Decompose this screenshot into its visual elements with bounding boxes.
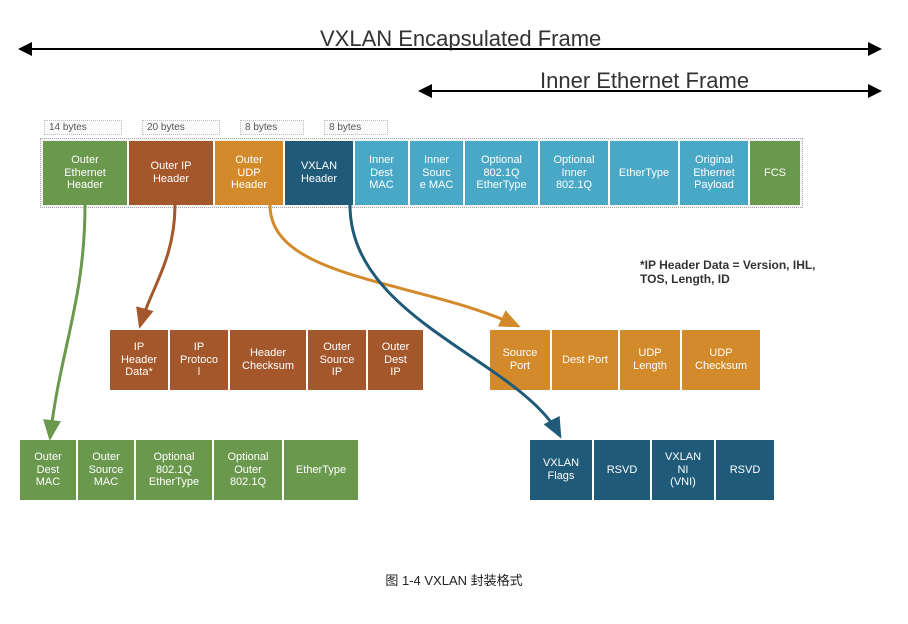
- frame-block: EtherType: [284, 440, 358, 500]
- figure-caption: 图 1-4 VXLAN 封装格式: [0, 570, 908, 589]
- frame-block: Optional 802.1Q EtherType: [136, 440, 214, 500]
- frame-block: IP Protoco l: [170, 330, 230, 390]
- arrow-line: [30, 48, 870, 50]
- ip-detail-row: IP Header Data*IP Protoco lHeader Checks…: [110, 330, 423, 390]
- arrow-line: [430, 90, 870, 92]
- frame-block: Optional Outer 802.1Q: [214, 440, 284, 500]
- frame-block: Optional Inner 802.1Q: [540, 141, 610, 205]
- connector-arrows: [0, 0, 908, 624]
- frame-block: VXLAN Header: [285, 141, 355, 205]
- size-label: 8 bytes: [324, 120, 388, 135]
- frame-block: Inner Dest MAC: [355, 141, 410, 205]
- frame-block: Outer Dest MAC: [20, 440, 78, 500]
- arrow-head-right-icon: [868, 84, 882, 98]
- frame-block: FCS: [750, 141, 800, 205]
- size-label: 14 bytes: [44, 120, 122, 135]
- frame-block: Outer IP Header: [129, 141, 215, 205]
- frame-block: Outer Source MAC: [78, 440, 136, 500]
- main-frame-row: Outer Ethernet HeaderOuter IP HeaderOute…: [40, 138, 803, 208]
- frame-block: Inner Sourc e MAC: [410, 141, 465, 205]
- size-label: 20 bytes: [142, 120, 220, 135]
- frame-block: Header Checksum: [230, 330, 308, 390]
- frame-block: VXLAN NI (VNI): [652, 440, 716, 500]
- frame-block: Outer UDP Header: [215, 141, 285, 205]
- frame-block: UDP Length: [620, 330, 682, 390]
- arrow-head-right-icon: [868, 42, 882, 56]
- frame-block: VXLAN Flags: [530, 440, 594, 500]
- arrow-head-left-icon: [18, 42, 32, 56]
- udp-detail-row: Source PortDest PortUDP LengthUDP Checks…: [490, 330, 760, 390]
- frame-block: RSVD: [594, 440, 652, 500]
- frame-block: Source Port: [490, 330, 552, 390]
- eth-detail-row: Outer Dest MACOuter Source MACOptional 8…: [20, 440, 358, 500]
- frame-block: Optional 802.1Q EtherType: [465, 141, 540, 205]
- frame-block: UDP Checksum: [682, 330, 760, 390]
- frame-block: Outer Ethernet Header: [43, 141, 129, 205]
- frame-block: IP Header Data*: [110, 330, 170, 390]
- frame-block: Outer Dest IP: [368, 330, 423, 390]
- frame-block: RSVD: [716, 440, 774, 500]
- frame-block: Original Ethernet Payload: [680, 141, 750, 205]
- frame-block: EtherType: [610, 141, 680, 205]
- frame-block: Outer Source IP: [308, 330, 368, 390]
- frame-block: Dest Port: [552, 330, 620, 390]
- arrow-head-left-icon: [418, 84, 432, 98]
- ip-header-note: *IP Header Data = Version, IHL, TOS, Len…: [640, 258, 816, 286]
- size-label: 8 bytes: [240, 120, 304, 135]
- vxlan-detail-row: VXLAN FlagsRSVDVXLAN NI (VNI)RSVD: [530, 440, 774, 500]
